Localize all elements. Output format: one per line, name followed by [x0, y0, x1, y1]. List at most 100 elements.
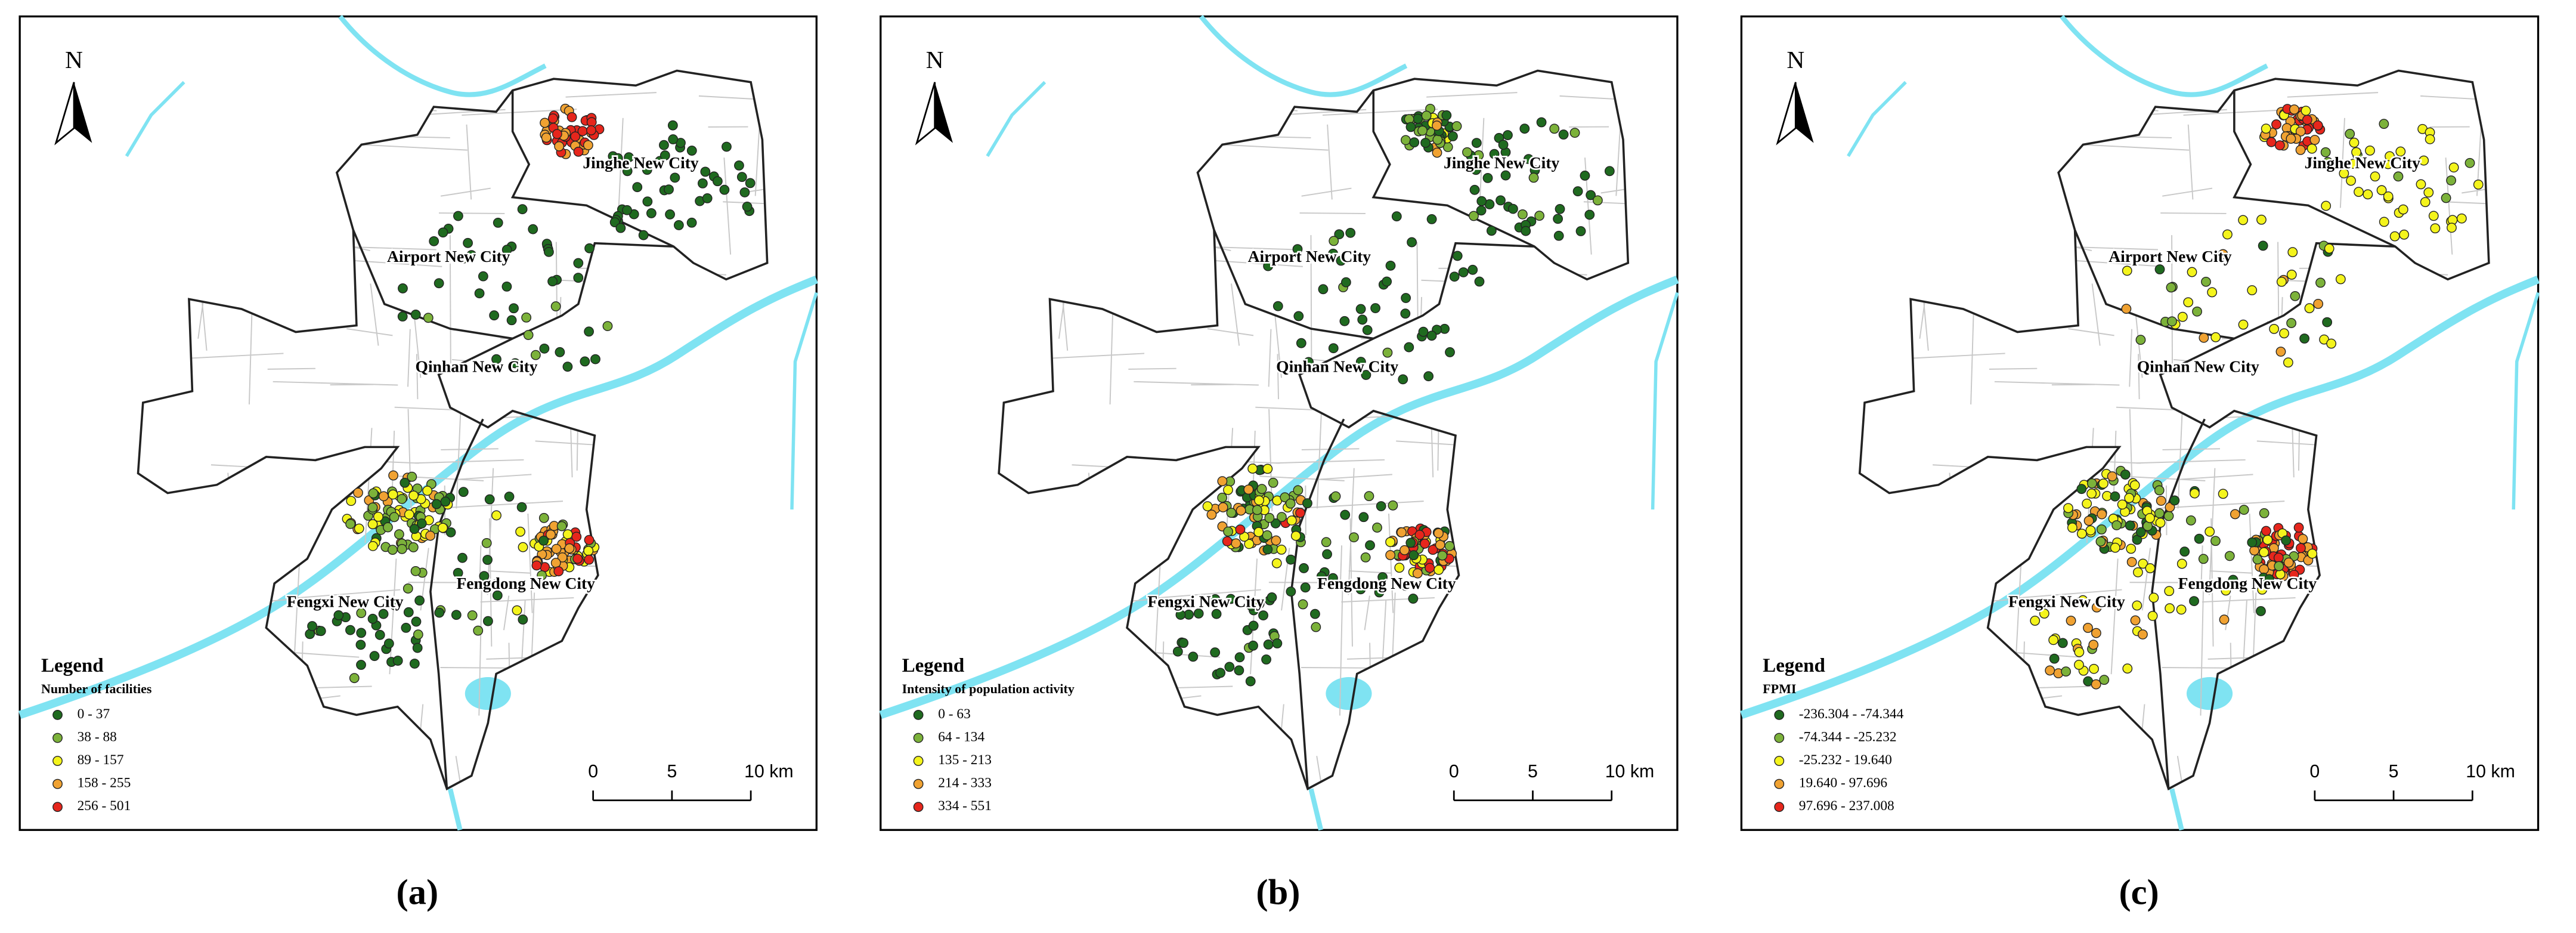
facility-point — [2289, 569, 2299, 580]
facility-point — [642, 196, 653, 207]
facility-point — [2346, 175, 2356, 186]
facility-point — [1340, 277, 1351, 288]
road — [2129, 582, 2236, 583]
facility-point — [1467, 264, 1478, 275]
road — [1479, 118, 1485, 208]
facility-point — [1340, 509, 1351, 520]
facility-point — [1558, 129, 1569, 140]
road — [1134, 381, 1259, 386]
legend-swatch — [1774, 802, 1785, 812]
facility-point — [1388, 500, 1398, 511]
facility-point — [2095, 536, 2106, 547]
facility-point — [411, 616, 422, 627]
road — [197, 296, 205, 339]
facility-point — [1413, 113, 1423, 124]
road — [1275, 459, 1385, 464]
facility-point — [1271, 558, 1282, 569]
facility-point — [2425, 134, 2435, 144]
legend-swatch — [52, 778, 63, 789]
road — [2156, 501, 2285, 509]
facility-point — [2166, 282, 2176, 293]
facility-point — [670, 172, 680, 183]
facility-point — [2085, 525, 2096, 536]
facility-point — [1408, 550, 1419, 561]
facility-point — [1345, 227, 1356, 238]
legend-swatch — [1774, 710, 1785, 720]
road — [449, 235, 451, 367]
facility-point — [2145, 563, 2156, 573]
facility-point — [1358, 512, 1369, 523]
facility-point — [374, 629, 385, 640]
facility-point — [586, 125, 596, 135]
road — [414, 459, 524, 464]
facility-point — [368, 488, 379, 499]
facility-point — [2266, 137, 2277, 147]
facility-point — [2135, 527, 2146, 537]
facility-point — [412, 642, 423, 653]
facility-point — [2135, 335, 2146, 345]
facility-point — [2218, 249, 2228, 259]
facility-point — [1268, 477, 1278, 488]
facility-point — [409, 524, 420, 535]
facility-point — [1262, 464, 1273, 474]
facility-point — [2256, 214, 2267, 225]
facility-point — [2130, 615, 2141, 626]
facility-point — [1482, 172, 1493, 183]
facility-point — [2133, 567, 2143, 577]
facility-point — [1433, 528, 1444, 539]
facility-point — [673, 220, 684, 230]
facility-point — [554, 141, 565, 152]
facility-point — [2261, 123, 2271, 134]
river — [986, 81, 1046, 157]
legend-subtitle: Number of facilities — [41, 681, 152, 696]
panel-frame — [880, 15, 1679, 831]
facility-point — [478, 271, 488, 282]
facility-point — [602, 321, 613, 332]
facility-point — [2176, 604, 2187, 615]
facility-point — [742, 202, 753, 212]
facility-point — [562, 362, 573, 372]
facility-point — [1188, 651, 1199, 662]
road — [2129, 329, 2133, 387]
facility-point — [2446, 175, 2456, 186]
facility-point — [2309, 135, 2320, 145]
facility-point — [2376, 185, 2387, 196]
legend-label: 64 - 134 — [938, 729, 984, 744]
facility-point — [2298, 533, 2308, 544]
facility-point — [2335, 274, 2346, 285]
facility-point — [1175, 610, 1186, 620]
facility-point — [2221, 585, 2231, 596]
facility-point — [1385, 537, 1395, 548]
legend-swatch — [52, 710, 63, 720]
facility-point — [1400, 135, 1411, 146]
facility-point — [1414, 530, 1425, 540]
facility-point — [516, 502, 527, 512]
facility-point — [2273, 552, 2284, 563]
facility-point — [2349, 137, 2360, 148]
facility-point — [1445, 347, 1455, 357]
facility-point — [408, 542, 419, 552]
road — [1348, 468, 1355, 595]
facility-point — [2281, 535, 2292, 546]
facility-point — [540, 118, 550, 128]
facility-point — [577, 126, 588, 137]
road — [2141, 548, 2151, 611]
road — [2011, 651, 2081, 658]
facility-point — [403, 607, 414, 617]
road — [2110, 558, 2119, 675]
facility-point — [584, 326, 595, 337]
facility-point — [1328, 248, 1339, 259]
facility-point — [501, 245, 512, 255]
facility-point — [1432, 134, 1443, 145]
road — [338, 259, 442, 267]
road — [723, 201, 767, 207]
facility-point — [453, 568, 463, 578]
road — [2060, 259, 2164, 267]
facility-point — [1498, 140, 1509, 150]
legend-swatch — [52, 756, 63, 766]
facility-point — [2339, 168, 2349, 179]
facility-point — [2464, 157, 2475, 168]
facility-point — [1572, 186, 1583, 197]
facility-point — [2163, 511, 2174, 521]
river — [879, 275, 1679, 719]
